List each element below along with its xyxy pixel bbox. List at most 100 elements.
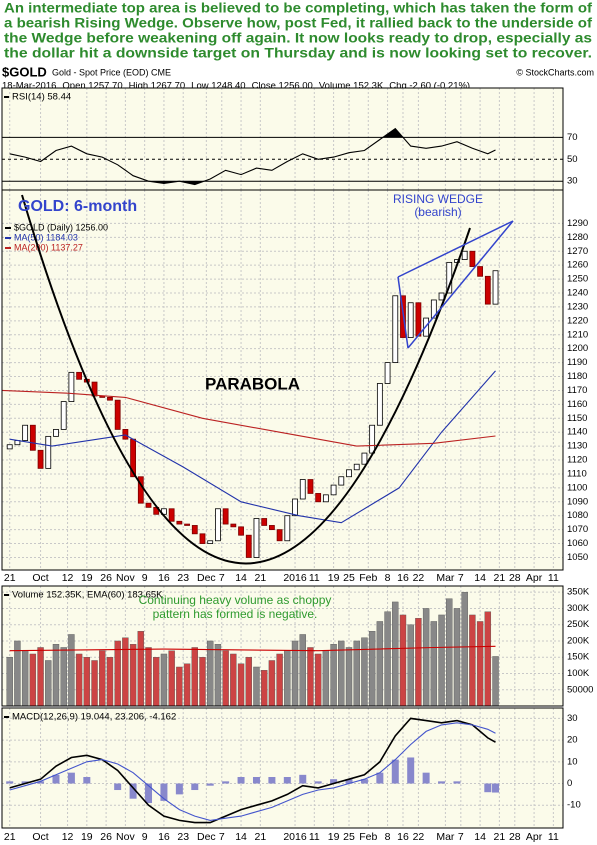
y-tick-label: 50000 [567,684,593,695]
x-tick-label: 9 [142,572,148,584]
candle-body [438,292,445,301]
annotations: GOLD: 6-month RISING WEDGE (bearish) PAR… [18,192,514,621]
parabola-curve [21,194,471,565]
panel-annotation: GOLD: 6-month [18,198,137,215]
candle-body [392,295,399,364]
x-tick-label: 21 [494,572,506,584]
candle-body [407,302,414,338]
bar [237,777,245,784]
wedge-line [407,220,514,349]
line-series [2,389,496,447]
bar [407,757,415,784]
bar [484,611,492,706]
x-tick-label: Nov [116,831,135,843]
bar [37,647,44,706]
bar [176,666,183,706]
y-tick-label: 250K [567,619,590,630]
legend-label: $GOLD (Daily) 1256.00 [14,222,108,232]
bar [291,640,299,706]
quote-field: Close 1256.00 [252,81,313,92]
bar [83,657,91,706]
bar [175,783,183,795]
x-tick-label: Dec [197,831,216,843]
bar [129,783,137,799]
x-tick-label: 14 [235,572,247,584]
x-tick-label: 23 [177,831,189,843]
candle-body [338,476,345,486]
candle-body [276,529,283,542]
bar [330,644,337,706]
commentary-line: a bearish Rising Wedge. Observe how, pos… [4,16,593,31]
y-tick-label: 1150 [567,413,587,424]
x-tick-label: 14 [474,572,486,584]
bar [14,640,21,706]
y-tick-label: 1090 [567,496,588,507]
bar [276,653,283,706]
y-tick-label: 50 [567,154,578,165]
bar [446,598,453,706]
y-tick-label: 1230 [567,301,588,312]
candle-body [238,526,244,536]
candle-body [461,250,468,260]
x-tick-label: 21 [494,831,506,843]
candle-body [107,396,113,401]
bar [283,777,291,784]
candle-body [484,275,491,305]
y-tick-label: 70 [567,132,578,143]
x-tick-label: Apr [526,831,543,843]
x-tick-label: Mar [436,572,455,584]
candle-body [477,266,484,277]
bar [453,608,461,706]
candle-body [199,533,206,544]
x-tick-label: 7 [219,572,225,584]
bar [361,637,368,706]
quote-field: Chg -2.60 (-0.21%) [389,81,470,92]
x-tick-label: Apr [526,572,543,584]
line-series [9,645,496,652]
candle-body [492,270,499,305]
bar [52,774,60,784]
candle-body [45,435,52,469]
bar [360,779,368,784]
bar [461,591,468,706]
bar [145,783,153,804]
x-tick-label: 8 [385,572,391,584]
bar [214,644,222,706]
commentary-line: An intermediate top area is believed to … [4,1,593,16]
bar [6,781,14,784]
bar [191,647,198,706]
volume-annotation: pattern has formed is negative. [153,607,318,621]
bar [345,779,353,784]
bar [368,631,376,706]
commentary-line: the Wedge before weakening off again. It… [4,31,592,46]
bar [106,657,114,706]
bar [191,783,199,791]
quote-field: Low 1248.40 [191,81,245,92]
candle-body [222,508,229,525]
quote-field: Open 1257.70 [62,81,122,92]
quote-field: 18-Mar-2016 [2,81,56,92]
candle-body [376,383,383,426]
line-series [9,370,496,524]
candle-body [122,429,129,440]
y-tick-label: 150K [567,652,590,663]
panel-title: Volume 152.35K, EMA(60) 183.65K [12,590,163,601]
x-tick-label: 11 [309,831,320,843]
bar [299,634,306,706]
bar [21,781,29,784]
y-tick-label: -10 [567,800,581,811]
candle-body [176,520,183,525]
x-tick-label: 26 [100,572,112,584]
bar [168,650,175,706]
bar [469,614,476,706]
candle-body [415,302,422,337]
bar [45,660,52,706]
bar [338,640,345,706]
y-tick-label: 1050 [567,552,588,563]
x-tick-label: 28 [509,572,521,584]
candle-body [184,523,190,526]
x-tick-label: 11 [309,572,320,584]
bar [384,611,391,706]
title-swatch [4,96,9,98]
source: © StockCharts.com [516,67,594,77]
